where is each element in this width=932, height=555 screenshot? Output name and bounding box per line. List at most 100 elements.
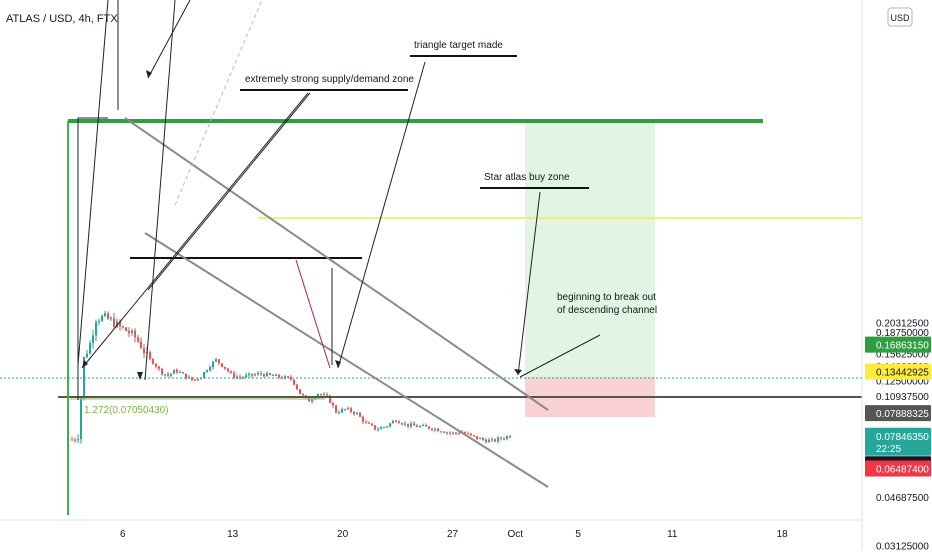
x-tick-label: 11 xyxy=(667,529,678,540)
candle-body xyxy=(74,439,76,441)
price-labels: 0.16863150 0.13442925 0.07888325 0.07846350… xyxy=(865,336,931,477)
y-tick-label: 0.10937500 xyxy=(876,392,929,403)
candle-body xyxy=(506,436,508,439)
candle-body xyxy=(338,412,340,414)
candle-body xyxy=(194,379,196,381)
candle-body xyxy=(290,377,292,380)
candle-body xyxy=(479,438,481,440)
candle-body xyxy=(509,436,511,438)
candle-body xyxy=(95,322,97,336)
candle-body xyxy=(383,426,385,428)
x-tick-label: 18 xyxy=(777,529,789,540)
candle-body xyxy=(107,313,109,319)
candle-body xyxy=(470,433,472,436)
candle-body xyxy=(83,357,85,398)
price-label-value: 0.16863150 xyxy=(876,341,929,352)
candle-body xyxy=(122,326,124,328)
currency-badge[interactable] xyxy=(887,7,913,27)
candle-body xyxy=(149,352,151,359)
candle-body xyxy=(416,425,418,427)
price-label-value: 0.07888325 xyxy=(876,409,929,420)
candle-body xyxy=(212,361,214,368)
price-label-value: 0.07846350 xyxy=(876,432,929,443)
candle-body xyxy=(431,428,433,431)
candle-body xyxy=(113,318,115,327)
plot-area xyxy=(0,0,862,520)
fib-label: 1.272(0.07050430) xyxy=(84,405,169,416)
candle-body xyxy=(317,394,319,398)
candle-body xyxy=(80,397,82,440)
candle-body xyxy=(368,422,370,424)
channel-upper-line xyxy=(124,117,549,411)
candle-body xyxy=(77,439,79,441)
profit-zone xyxy=(525,120,655,377)
candle-body xyxy=(398,421,400,424)
candle-body xyxy=(221,363,223,367)
candle-body xyxy=(380,427,382,430)
dashed-diagonal xyxy=(174,0,263,206)
candle-body xyxy=(188,377,190,379)
price-label-box xyxy=(865,460,931,477)
chart-title: ATLAS / USD, 4h, FTX xyxy=(6,13,118,25)
candle-body xyxy=(488,439,490,443)
candle-body xyxy=(254,374,256,376)
x-tick-label: 13 xyxy=(227,529,239,540)
y-tick-label: 0.15625000 xyxy=(876,350,929,361)
candle-body xyxy=(500,437,502,439)
candle-body xyxy=(422,424,424,426)
candles xyxy=(71,310,511,444)
candle-body xyxy=(464,432,466,434)
candle-body xyxy=(401,423,403,425)
y-tick-label: 0.03125000 xyxy=(876,542,929,550)
candle-body xyxy=(248,373,250,376)
candle-body xyxy=(341,409,343,413)
candle-body xyxy=(233,372,235,378)
y-tick-label: 0.12500000 xyxy=(876,376,929,387)
candle-body xyxy=(185,373,187,379)
candle-body xyxy=(386,426,388,428)
candle-body xyxy=(203,371,205,378)
candle-body xyxy=(428,426,430,429)
candle-body xyxy=(452,432,454,434)
candle-body xyxy=(425,424,427,427)
candle-body xyxy=(449,432,451,434)
candle-body xyxy=(359,413,361,417)
candle-body xyxy=(332,402,334,406)
candle-body xyxy=(209,367,211,371)
candle-body xyxy=(299,389,301,395)
price-label-box xyxy=(865,427,931,456)
candle-body xyxy=(491,439,493,441)
candle-body xyxy=(110,318,112,320)
annotation-buy-zone: Star atlas buy zone xyxy=(484,172,570,183)
candle-body xyxy=(473,435,475,437)
candle-body xyxy=(410,423,412,427)
candle-body xyxy=(485,439,487,443)
x-axis-ticks: 6 13 20 27 Oct 5 11 18 xyxy=(120,529,788,540)
candle-body xyxy=(224,366,226,369)
annotation-supply-demand-zone: extremely strong supply/demand zone xyxy=(245,74,414,85)
candle-body xyxy=(503,438,505,440)
candle-body xyxy=(218,359,220,364)
candle-body xyxy=(377,429,379,431)
candle-body xyxy=(179,372,181,374)
y-tick-label: 0.04687500 xyxy=(876,493,929,504)
candle-body xyxy=(161,368,163,375)
candle-body xyxy=(86,353,88,358)
y-tick-label: 0.20312500 xyxy=(876,318,929,329)
candle-body xyxy=(101,315,103,321)
candle-body xyxy=(467,433,469,435)
candle-body xyxy=(143,348,145,354)
candle-body xyxy=(494,439,496,442)
candle-body xyxy=(350,408,352,412)
candle-body xyxy=(311,399,313,402)
candle-body xyxy=(92,335,94,344)
candle-body xyxy=(434,428,436,431)
candle-body xyxy=(353,411,355,414)
candle-body xyxy=(272,374,274,376)
price-label-value: 0.06487400 xyxy=(876,464,929,475)
candle-body xyxy=(167,374,169,376)
candle-body xyxy=(437,428,439,432)
price-label-box xyxy=(865,363,931,380)
candle-body xyxy=(302,394,304,396)
